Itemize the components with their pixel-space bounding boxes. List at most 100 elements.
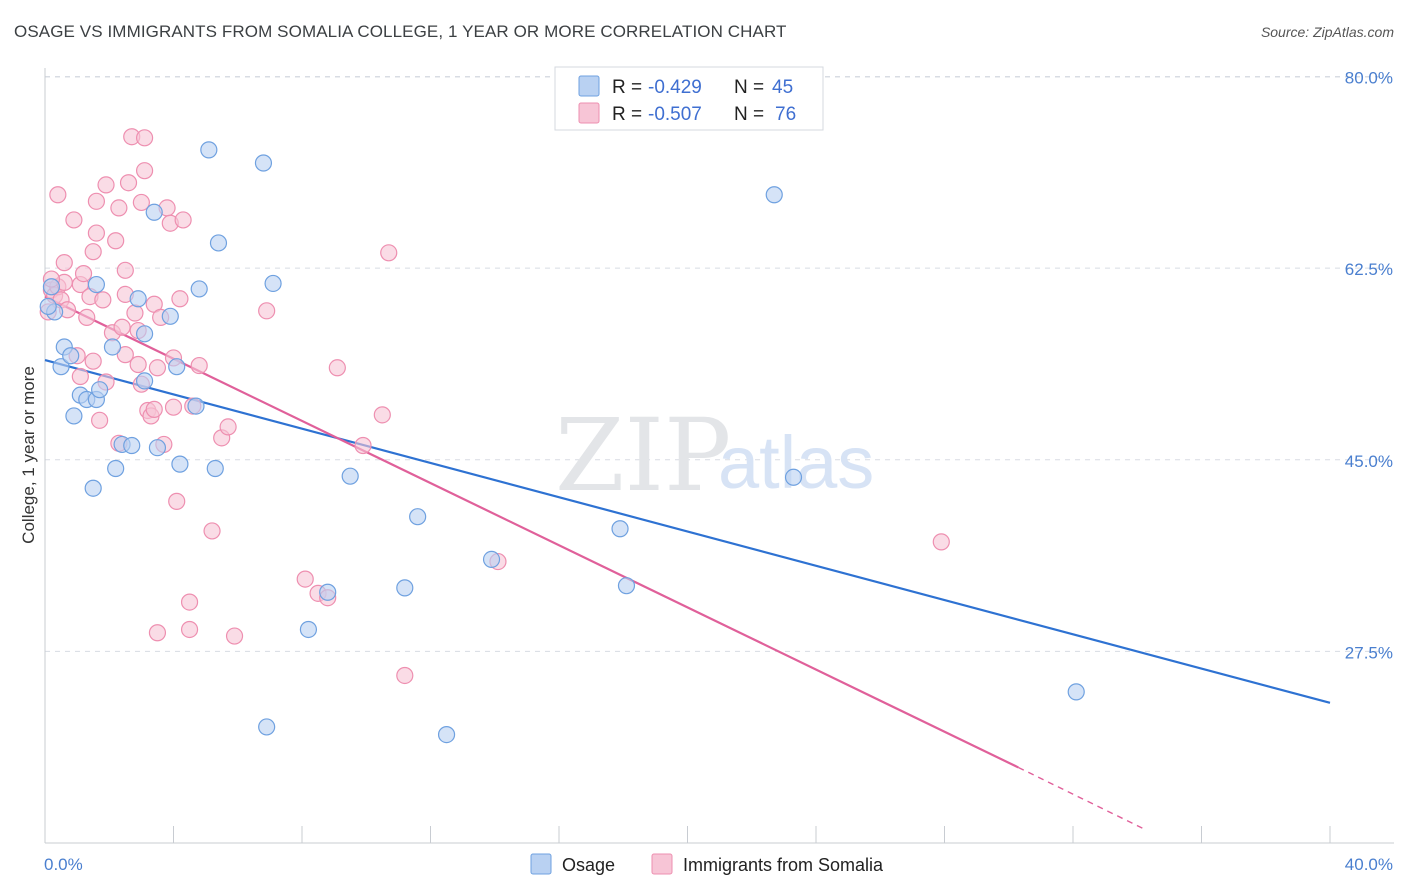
osage-point [482, 550, 501, 568]
bottom-legend-label-osage: Osage [562, 855, 615, 875]
somalia-point [49, 186, 67, 204]
somalia-point [116, 346, 134, 364]
somalia-point [87, 224, 106, 242]
osage-point [62, 347, 80, 365]
osage-point [319, 583, 337, 601]
somalia-trend-extension [1018, 766, 1144, 830]
somalia-point [258, 302, 276, 320]
somalia-point [129, 355, 147, 374]
osage-point [42, 278, 61, 296]
somalia-point [78, 308, 96, 326]
osage-point [107, 459, 125, 478]
x-tick-labels: 0.0% 40.0% [44, 855, 1393, 874]
osage-point [264, 274, 282, 293]
osage-point [39, 297, 57, 316]
somalia-point [87, 192, 106, 210]
somalia-point [180, 620, 199, 639]
somalia-point [126, 304, 144, 322]
somalia-point [110, 199, 128, 217]
y-axis-title: College, 1 year or more [19, 366, 38, 544]
osage-point [396, 579, 414, 597]
somalia-point [148, 624, 167, 642]
somalia-point [107, 232, 125, 250]
osage-point [161, 307, 179, 325]
somalia-point [396, 666, 414, 685]
osage-trend-line [44, 359, 1331, 704]
somalia-point [113, 318, 131, 336]
somalia-point [71, 367, 89, 386]
somalia-point [84, 352, 102, 370]
bottom-legend: Osage Immigrants from Somalia [530, 853, 884, 875]
somalia-point [74, 265, 93, 283]
somalia-point [132, 193, 150, 212]
osage-point [171, 455, 189, 473]
somalia-trend-line [44, 295, 1019, 769]
osage-point [135, 372, 154, 390]
osage-point [190, 280, 208, 298]
osage-point [206, 459, 224, 478]
top-legend: R = -0.429 N = 45 R = -0.507 N = 76 [554, 66, 824, 131]
source-credit: Source: ZipAtlas.com [1260, 24, 1394, 40]
y-tick-label: 80.0% [1345, 69, 1393, 88]
osage-point [129, 290, 147, 308]
osage-point [148, 439, 167, 457]
somalia-points [39, 128, 950, 685]
osage-point [135, 325, 154, 343]
legend-n-label-somalia: N = [734, 104, 764, 125]
osage-point [299, 620, 318, 639]
somalia-point [84, 243, 102, 261]
osage-point [187, 397, 205, 415]
somalia-point [174, 211, 192, 229]
somalia-point [94, 291, 112, 309]
legend-swatch-somalia [578, 102, 600, 124]
y-tick-label: 27.5% [1345, 643, 1393, 662]
y-tick-label: 62.5% [1345, 260, 1393, 279]
somalia-point [91, 411, 109, 429]
legend-r-label-somalia: R = [612, 104, 642, 125]
osage-point [437, 725, 456, 744]
somalia-point [203, 522, 221, 540]
legend-n-value-osage: 45 [772, 77, 793, 98]
somalia-point [148, 359, 167, 377]
bottom-legend-label-somalia: Immigrants from Somalia [683, 855, 884, 875]
somalia-point [97, 176, 115, 194]
x-tick-label-max: 40.0% [1345, 855, 1393, 874]
bottom-legend-swatch-osage [530, 853, 552, 875]
osage-point [258, 718, 276, 736]
y-tick-label: 45.0% [1345, 452, 1393, 471]
osage-point [409, 508, 427, 526]
somalia-point [190, 356, 208, 375]
watermark-zip: ZIP [555, 397, 731, 514]
legend-r-value-somalia: -0.507 [648, 104, 702, 125]
somalia-point [116, 261, 134, 279]
osage-point [91, 381, 109, 399]
watermark-atlas: atlas [718, 421, 874, 504]
gridlines [45, 76, 1394, 652]
bottom-legend-swatch-somalia [651, 853, 673, 875]
legend-n-value-somalia: 76 [775, 104, 796, 125]
legend-r-value-osage: -0.429 [648, 77, 702, 98]
watermark: ZIP atlas [555, 397, 874, 514]
osage-point [765, 186, 783, 204]
somalia-point [119, 174, 138, 192]
somalia-point [380, 244, 398, 262]
osage-point [84, 479, 102, 497]
osage-point [784, 468, 803, 486]
somalia-point [180, 593, 199, 611]
legend-swatch-osage [578, 75, 600, 97]
somalia-point [164, 398, 183, 416]
osage-point [168, 358, 186, 376]
somalia-point [296, 570, 314, 588]
osage-point [200, 141, 218, 159]
somalia-point [171, 290, 189, 308]
legend-n-label-osage: N = [734, 77, 764, 98]
chart-title: OSAGE VS IMMIGRANTS FROM SOMALIA COLLEGE… [14, 22, 787, 41]
osage-point [611, 520, 629, 538]
somalia-point [145, 400, 163, 418]
trend-lines [44, 295, 1331, 830]
somalia-point [328, 359, 346, 377]
osage-point [103, 338, 122, 356]
legend-r-label-osage: R = [612, 77, 642, 98]
somalia-point [225, 627, 244, 645]
